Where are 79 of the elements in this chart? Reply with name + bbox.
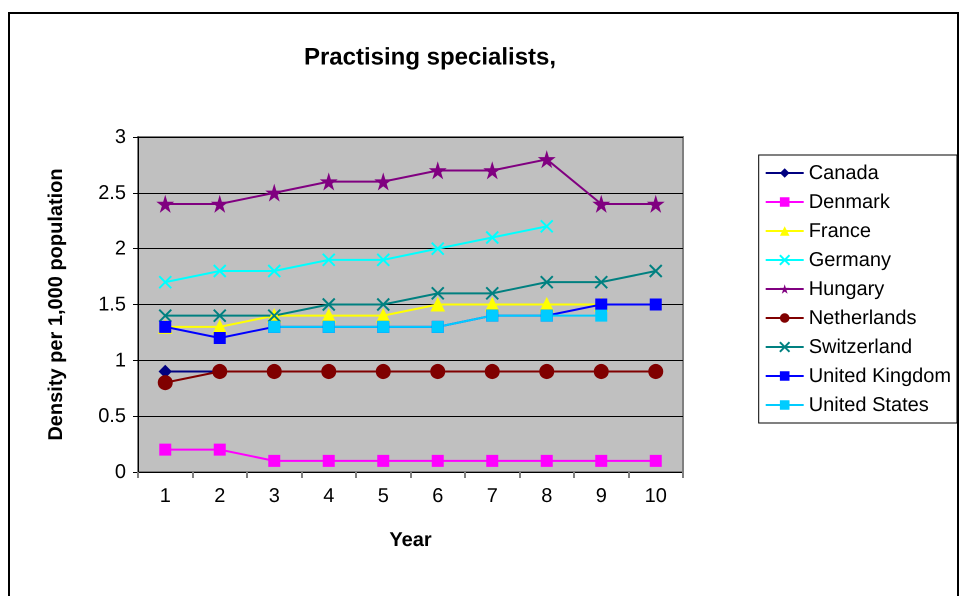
point [214,332,226,344]
point [212,196,228,212]
legend-label: United States [808,394,929,416]
point [377,454,390,467]
point [159,444,172,456]
x-tick-label: 3 [268,485,280,507]
point [486,454,498,467]
point [540,454,553,467]
legend-label: Canada [808,162,880,184]
point [268,454,280,467]
x-tick-label: 4 [323,485,334,507]
x-axis-title: Year [389,529,432,551]
point [158,308,172,323]
point [267,264,282,278]
point [321,364,336,379]
point [594,364,609,379]
point [214,444,226,456]
point [594,275,608,290]
point [430,242,445,256]
point [157,196,174,212]
point [648,196,664,212]
y-tick-label: 0.5 [98,405,126,428]
point [593,196,610,212]
point [650,298,662,310]
point [648,264,663,278]
point [540,275,554,290]
point [376,298,390,312]
x-tick-label: 10 [644,485,667,507]
legend-label: Hungary [808,278,884,300]
legend-label: Germany [808,249,891,271]
x-tick-label: 9 [596,485,607,507]
point [212,308,227,323]
y-tick-label: 2 [114,238,126,260]
point [158,375,173,390]
x-tick-label: 2 [214,485,226,507]
point [430,286,445,300]
point [375,174,392,190]
point [595,454,608,467]
legend-label: United Kingdom [808,365,952,387]
point [376,364,391,379]
point [540,219,554,234]
x-tick-label: 1 [160,485,171,507]
x-tick-label: 5 [378,485,389,507]
point [595,310,608,322]
point [430,364,446,379]
point [376,252,390,267]
y-axis-title: Density per 1,000 population [45,168,67,441]
point [538,151,555,168]
point [266,364,282,379]
y-tick-label: 1 [114,349,126,372]
point [484,162,500,178]
point [430,162,446,178]
x-tick-label: 8 [541,485,552,507]
legend-label: Switzerland [808,336,912,358]
point [322,298,336,312]
x-tick-label: 7 [486,485,498,507]
point [266,184,282,201]
point [158,275,172,290]
point [322,252,336,267]
point [430,298,445,312]
legend-label: Denmark [808,191,891,213]
point [432,454,444,467]
point [485,230,500,244]
y-tick-label: 3 [114,126,126,148]
legend-label: Netherlands [808,307,917,329]
point [212,264,227,278]
point [484,364,500,379]
point [539,364,554,379]
point [650,454,662,467]
chart-title: Practising specialists, [304,44,556,70]
point [320,174,337,190]
point [322,454,335,467]
x-tick-label: 6 [432,485,444,507]
legend-label: France [808,220,871,242]
y-tick-label: 2.5 [98,182,126,204]
y-tick-label: 1.5 [98,294,126,316]
point [648,364,664,379]
y-tick-label: 0 [114,461,126,483]
point [485,286,500,300]
